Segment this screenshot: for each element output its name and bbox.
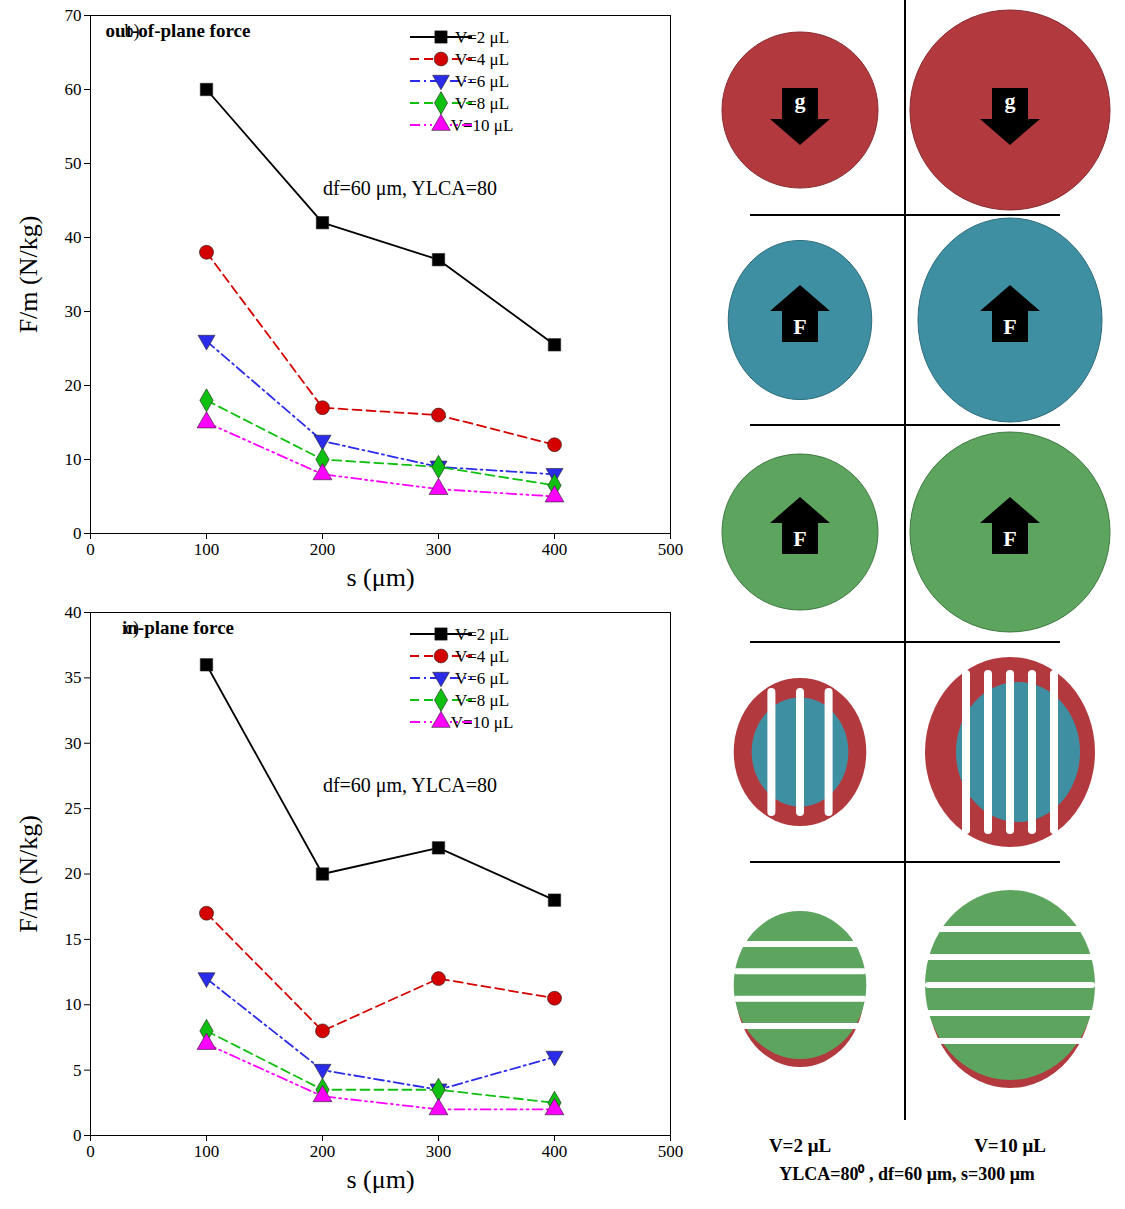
svg-text:30: 30 xyxy=(65,302,82,321)
svg-text:F: F xyxy=(1003,314,1016,339)
svg-text:400: 400 xyxy=(542,540,568,559)
svg-text:200: 200 xyxy=(310,1142,336,1161)
svg-text:50: 50 xyxy=(65,154,82,173)
svg-text:V=8 μL: V=8 μL xyxy=(455,94,509,113)
svg-text:V=10 μL: V=10 μL xyxy=(451,713,514,732)
svg-text:30: 30 xyxy=(65,734,82,753)
svg-text:10: 10 xyxy=(65,995,82,1014)
svg-text:F: F xyxy=(1003,526,1016,551)
svg-text:0: 0 xyxy=(73,1126,82,1145)
svg-text:20: 20 xyxy=(65,376,82,395)
svg-text:df=60 μm, YLCA=80: df=60 μm, YLCA=80 xyxy=(323,177,497,200)
svg-text:YLCA=80⁰ , df=60 μm, s=300 μm: YLCA=80⁰ , df=60 μm, s=300 μm xyxy=(779,1164,1035,1184)
svg-text:0: 0 xyxy=(73,524,82,543)
svg-text:F/m (N/kg): F/m (N/kg) xyxy=(14,216,43,334)
svg-text:g: g xyxy=(1005,88,1016,113)
svg-text:100: 100 xyxy=(194,1142,220,1161)
svg-text:F: F xyxy=(793,526,806,551)
svg-text:V=6 μL: V=6 μL xyxy=(455,669,509,688)
svg-text:F/m (N/kg): F/m (N/kg) xyxy=(14,815,43,933)
svg-text:0: 0 xyxy=(86,1142,95,1161)
svg-text:V=2 μL: V=2 μL xyxy=(455,28,509,47)
svg-text:15: 15 xyxy=(65,930,82,949)
svg-text:35: 35 xyxy=(65,668,82,687)
svg-text:200: 200 xyxy=(310,540,336,559)
svg-text:300: 300 xyxy=(426,540,452,559)
svg-text:0: 0 xyxy=(86,540,95,559)
svg-text:V=4 μL: V=4 μL xyxy=(455,50,509,69)
svg-text:df=60 μm, YLCA=80: df=60 μm, YLCA=80 xyxy=(323,774,497,797)
svg-text:s (μm): s (μm) xyxy=(346,563,414,592)
svg-text:V=8 μL: V=8 μL xyxy=(455,691,509,710)
svg-text:s (μm): s (μm) xyxy=(346,1165,414,1194)
svg-text:25: 25 xyxy=(65,799,82,818)
svg-text:out-of-plane force: out-of-plane force xyxy=(106,20,251,41)
svg-text:20: 20 xyxy=(65,864,82,883)
svg-text:V=6 μL: V=6 μL xyxy=(455,72,509,91)
svg-text:100: 100 xyxy=(194,540,220,559)
svg-text:V=2 μL: V=2 μL xyxy=(769,1135,831,1156)
svg-text:500: 500 xyxy=(658,540,684,559)
svg-text:40: 40 xyxy=(65,228,82,247)
svg-text:400: 400 xyxy=(542,1142,568,1161)
svg-text:500: 500 xyxy=(658,1142,684,1161)
svg-text:70: 70 xyxy=(65,6,82,25)
svg-text:300: 300 xyxy=(426,1142,452,1161)
svg-text:V=10 μL: V=10 μL xyxy=(974,1135,1046,1156)
svg-text:V=4 μL: V=4 μL xyxy=(455,647,509,666)
svg-text:V=10 μL: V=10 μL xyxy=(451,116,514,135)
svg-text:10: 10 xyxy=(65,450,82,469)
svg-text:g: g xyxy=(795,88,806,113)
svg-text:5: 5 xyxy=(73,1061,82,1080)
svg-text:F: F xyxy=(793,314,806,339)
svg-text:V=2 μL: V=2 μL xyxy=(455,625,509,644)
svg-text:60: 60 xyxy=(65,80,82,99)
svg-text:in-plane force: in-plane force xyxy=(122,617,234,638)
svg-text:40: 40 xyxy=(65,603,82,622)
